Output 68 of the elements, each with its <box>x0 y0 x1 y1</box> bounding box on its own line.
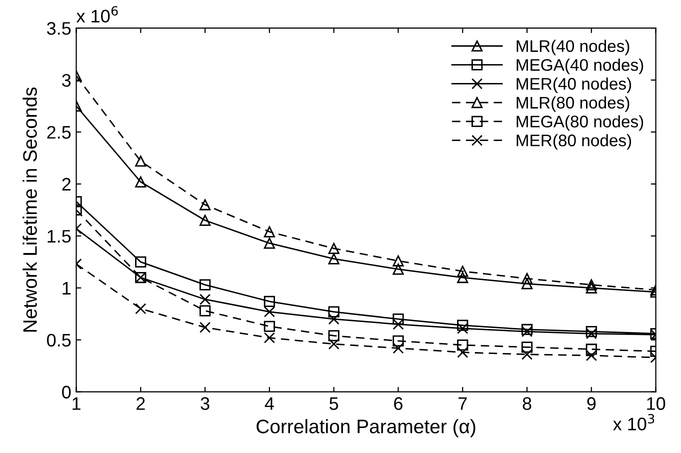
point <box>521 324 533 336</box>
point <box>328 242 340 254</box>
point <box>200 279 211 290</box>
text: x 10$^{6}$ <box>76 6 118 23</box>
point <box>457 340 468 351</box>
point <box>328 330 340 342</box>
y-tick-label: 2 <box>62 178 71 191</box>
x-tick-label: 4 <box>264 397 274 410</box>
x-tick-label: 7 <box>458 397 467 410</box>
point <box>392 318 404 330</box>
point <box>200 305 211 316</box>
point <box>521 273 533 284</box>
y-tick-label: 3.5 <box>47 22 71 35</box>
x-tick-label: 1 <box>72 397 80 410</box>
point <box>457 320 468 331</box>
point <box>586 282 597 294</box>
x-tick-label: 10 <box>647 397 666 410</box>
legend-label: MEGA(80 nodes) <box>516 115 644 131</box>
legend-label: MEGA(40 nodes) <box>516 58 644 74</box>
x-axis-title: Correlation Parameter (α) <box>256 419 476 438</box>
point <box>521 342 533 353</box>
point <box>200 294 211 305</box>
point <box>586 344 597 355</box>
y-tick-label: 1.5 <box>48 230 71 243</box>
point <box>457 346 468 358</box>
point <box>200 199 211 210</box>
point <box>264 332 276 344</box>
point <box>328 306 340 318</box>
point <box>392 255 404 266</box>
legend-label: MER(80 nodes) <box>516 134 632 150</box>
point <box>457 266 468 277</box>
x-tick-label: 3 <box>200 397 210 410</box>
point <box>264 320 276 332</box>
y-tick-label: 1 <box>62 282 71 294</box>
x-tick-label: 8 <box>522 397 532 410</box>
point <box>135 156 146 167</box>
point <box>392 264 404 275</box>
point <box>457 272 468 284</box>
point <box>392 314 404 325</box>
point <box>200 214 211 226</box>
y-tick-label: 0 <box>62 386 71 399</box>
point <box>521 278 533 290</box>
text: x 10$^{3}$ <box>613 414 654 430</box>
y-tick-label: 0.5 <box>47 334 71 347</box>
point <box>586 279 597 290</box>
legend-label: MLR(80 nodes) <box>516 96 630 112</box>
point <box>392 335 404 346</box>
point <box>135 176 146 188</box>
y-tick-label: 3 <box>62 74 71 87</box>
point <box>264 238 276 249</box>
point <box>135 256 146 268</box>
x-tick-label: 9 <box>587 397 596 410</box>
point <box>328 314 340 325</box>
point <box>264 306 276 318</box>
point <box>264 296 276 307</box>
y-axis-title: Network Lifetime in Seconds <box>22 87 37 332</box>
point <box>521 348 533 360</box>
legend-label: MLR(40 nodes) <box>516 40 630 56</box>
point <box>200 322 211 333</box>
point <box>135 303 146 314</box>
x-tick-label: 6 <box>394 397 402 410</box>
x-tick-label: 2 <box>136 397 145 410</box>
point <box>264 226 276 238</box>
legend-label: MER(40 nodes) <box>516 77 632 94</box>
y-tick-label: 2.5 <box>47 126 71 139</box>
point <box>328 338 340 350</box>
point <box>328 253 340 264</box>
x-tick-label: 5 <box>330 397 338 410</box>
